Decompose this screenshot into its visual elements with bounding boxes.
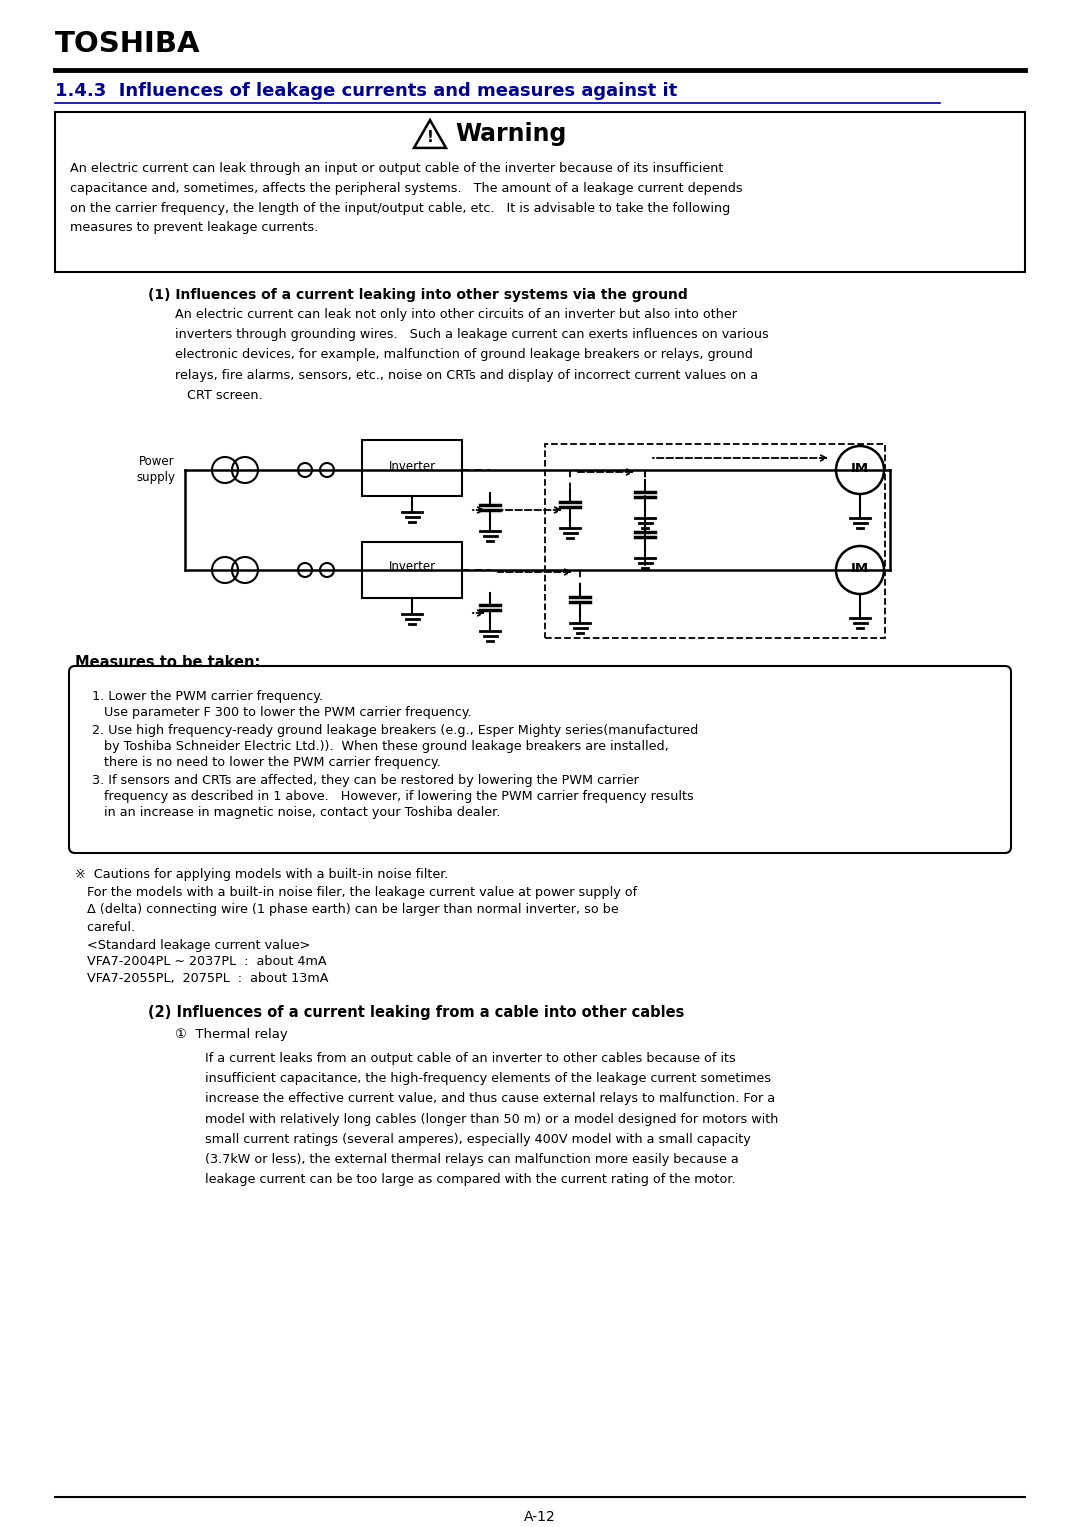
Text: VFA7-2004PL ∼ 2037PL  :  about 4mA: VFA7-2004PL ∼ 2037PL : about 4mA [75,954,326,968]
Circle shape [320,463,334,476]
Text: frequency as described in 1 above.   However, if lowering the PWM carrier freque: frequency as described in 1 above. Howev… [92,789,693,803]
Text: IM: IM [851,562,869,574]
Text: Warning: Warning [455,122,566,147]
FancyBboxPatch shape [69,666,1011,854]
Bar [55,111,1025,272]
Text: by Toshiba Schneider Electric Ltd.)).  When these ground leakage breakers are in: by Toshiba Schneider Electric Ltd.)). Wh… [92,741,669,753]
Text: Power
supply: Power supply [136,455,175,484]
Text: (1) Influences of a current leaking into other systems via the ground: (1) Influences of a current leaking into… [148,289,688,302]
Text: IM: IM [851,461,869,475]
Text: An electric current can leak not only into other circuits of an inverter but als: An electric current can leak not only in… [175,308,769,402]
Circle shape [298,463,312,476]
Text: Measures to be taken:: Measures to be taken: [75,655,260,670]
Text: 3. If sensors and CRTs are affected, they can be restored by lowering the PWM ca: 3. If sensors and CRTs are affected, the… [92,774,639,786]
Text: (2) Influences of a current leaking from a cable into other cables: (2) Influences of a current leaking from… [148,1005,685,1020]
Text: !: ! [427,130,433,145]
Circle shape [298,563,312,577]
Text: there is no need to lower the PWM carrier frequency.: there is no need to lower the PWM carrie… [92,756,441,770]
Text: If a current leaks from an output cable of an inverter to other cables because o: If a current leaks from an output cable … [205,1052,779,1186]
Bar [362,542,462,599]
Text: Inverter: Inverter [389,461,435,473]
Text: Use parameter F 300 to lower the PWM carrier frequency.: Use parameter F 300 to lower the PWM car… [92,705,472,719]
Circle shape [320,563,334,577]
Text: Δ (delta) connecting wire (1 phase earth) can be larger than normal inverter, so: Δ (delta) connecting wire (1 phase earth… [75,902,619,916]
Text: <Standard leakage current value>: <Standard leakage current value> [75,939,310,951]
Text: ①  Thermal relay: ① Thermal relay [175,1028,287,1041]
Text: 1. Lower the PWM carrier frequency.: 1. Lower the PWM carrier frequency. [92,690,323,702]
Bar [545,444,885,638]
Text: An electric current can leak through an input or output cable of the inverter be: An electric current can leak through an … [70,162,743,235]
Bar [362,440,462,496]
Text: 2. Use high frequency-ready ground leakage breakers (e.g., Esper Mighty series(m: 2. Use high frequency-ready ground leaka… [92,724,699,738]
Text: careful.: careful. [75,921,135,935]
Text: Inverter: Inverter [389,560,435,574]
Text: A-12: A-12 [524,1510,556,1524]
Text: 1.4.3  Influences of leakage currents and measures against it: 1.4.3 Influences of leakage currents and… [55,82,677,99]
Text: VFA7-2055PL,  2075PL  :  about 13mA: VFA7-2055PL, 2075PL : about 13mA [75,973,328,985]
Text: ※  Cautions for applying models with a built-in noise filter.: ※ Cautions for applying models with a bu… [75,867,448,881]
Text: TOSHIBA: TOSHIBA [55,31,201,58]
Text: in an increase in magnetic noise, contact your Toshiba dealer.: in an increase in magnetic noise, contac… [92,806,500,818]
Text: For the models with a built-in noise filer, the leakage current value at power s: For the models with a built-in noise fil… [75,886,637,899]
